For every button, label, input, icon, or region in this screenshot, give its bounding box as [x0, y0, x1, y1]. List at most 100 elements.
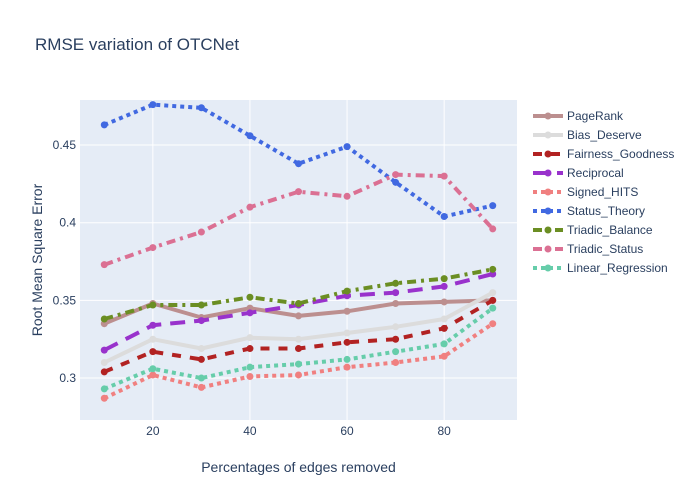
data-point-signed-hits: [100, 394, 108, 402]
data-point-triadic-status: [343, 192, 351, 200]
x-tick-labels: 20 40 60 80: [146, 424, 451, 438]
series-triadic-status: [100, 171, 497, 269]
legend-label: PageRank: [567, 109, 624, 123]
y-tick-label: 0.3: [59, 371, 76, 385]
legend-label: Triadic_Balance: [567, 223, 653, 237]
data-point-triadic-status: [246, 203, 254, 211]
data-point-signed-hits: [149, 371, 157, 379]
data-point-status-theory: [343, 143, 351, 151]
data-point-status-theory: [295, 160, 302, 168]
legend-item-fairness-goodness[interactable]: Fairness_Goodness: [533, 147, 674, 161]
data-point-fairness-goodness: [489, 296, 497, 304]
legend-item-pagerank[interactable]: PageRank: [533, 109, 624, 123]
data-point-triadic-status: [440, 172, 448, 180]
data-point-triadic-balance: [149, 301, 157, 309]
legend-label: Linear_Regression: [567, 261, 668, 275]
data-point-status-theory: [489, 202, 497, 210]
data-point-triadic-balance: [392, 279, 400, 287]
legend-item-triadic-status[interactable]: Triadic_Status: [533, 242, 643, 256]
data-point-fairness-goodness: [392, 335, 400, 343]
data-point-triadic-status: [197, 228, 205, 236]
legend-item-bias-deserve[interactable]: Bias_Deserve: [533, 128, 642, 142]
data-point-bias-deserve: [246, 334, 254, 342]
data-point-pagerank: [392, 299, 400, 307]
data-point-status-theory: [197, 104, 205, 112]
data-point-bias-deserve: [100, 359, 108, 367]
data-point-linear-regression: [392, 348, 400, 356]
data-point-signed-hits: [489, 320, 497, 328]
series-fairness-goodness: [100, 296, 497, 376]
legend-item-triadic-balance[interactable]: Triadic_Balance: [533, 223, 653, 237]
series-layer: [100, 101, 497, 402]
legend-swatch-marker: [544, 207, 552, 215]
data-point-triadic-balance: [197, 301, 205, 309]
data-point-reciprocal: [149, 321, 157, 329]
data-point-triadic-balance: [246, 293, 254, 301]
data-point-signed-hits: [246, 373, 254, 381]
series-bias-deserve: [100, 289, 497, 367]
data-point-bias-deserve: [197, 345, 205, 353]
legend-swatch-marker: [544, 131, 552, 139]
data-point-pagerank: [295, 312, 302, 320]
data-point-triadic-balance: [489, 265, 497, 273]
legend-swatch-marker: [544, 226, 552, 234]
data-point-fairness-goodness: [197, 355, 205, 363]
data-point-linear-regression: [295, 360, 302, 368]
data-point-fairness-goodness: [246, 345, 254, 353]
data-point-linear-regression: [489, 304, 497, 312]
data-point-linear-regression: [149, 365, 157, 373]
x-tick-label: 60: [340, 424, 354, 438]
legend-swatch-marker: [544, 150, 552, 158]
data-point-status-theory: [149, 101, 157, 109]
legend-swatch-marker: [544, 169, 552, 177]
legend-swatch-marker: [544, 188, 552, 196]
data-point-linear-regression: [440, 340, 448, 348]
y-tick-label: 0.35: [53, 293, 77, 307]
data-point-triadic-balance: [100, 315, 108, 323]
legend-item-signed-hits[interactable]: Signed_HITS: [533, 185, 638, 199]
data-point-status-theory: [246, 132, 254, 140]
y-tick-labels: 0.3 0.35 0.4 0.45: [53, 138, 77, 385]
series-status-theory: [100, 101, 497, 221]
x-tick-label: 80: [437, 424, 451, 438]
data-point-status-theory: [392, 178, 400, 186]
chart-title: RMSE variation of OTCNet: [35, 35, 239, 54]
legend-item-status-theory[interactable]: Status_Theory: [533, 204, 645, 218]
series-signed-hits: [100, 320, 497, 402]
legend-label: Fairness_Goodness: [567, 147, 674, 161]
y-tick-label: 0.4: [59, 216, 76, 230]
data-point-bias-deserve: [440, 315, 448, 323]
data-point-bias-deserve: [392, 323, 400, 331]
series-linear-regression: [100, 304, 497, 393]
legend-label: Triadic_Status: [567, 242, 643, 256]
data-point-reciprocal: [440, 282, 448, 290]
legend-label: Bias_Deserve: [567, 128, 642, 142]
data-point-triadic-status: [392, 171, 400, 179]
data-point-status-theory: [100, 121, 108, 129]
series-line-triadic-status: [103, 172, 495, 267]
legend-item-linear-regression[interactable]: Linear_Regression: [533, 261, 668, 275]
data-point-linear-regression: [343, 355, 351, 363]
data-point-triadic-status: [295, 188, 302, 196]
data-point-reciprocal: [100, 346, 108, 354]
data-point-triadic-balance: [295, 299, 302, 307]
legend-swatch-marker: [544, 264, 552, 272]
data-point-signed-hits: [343, 363, 351, 371]
legend-label: Status_Theory: [567, 204, 645, 218]
data-point-triadic-status: [149, 244, 157, 252]
data-point-signed-hits: [440, 352, 448, 360]
legend-item-reciprocal[interactable]: Reciprocal: [533, 166, 624, 180]
data-point-reciprocal: [197, 317, 205, 325]
legend-label: Signed_HITS: [567, 185, 638, 199]
data-point-bias-deserve: [343, 329, 351, 337]
data-point-fairness-goodness: [343, 338, 351, 346]
data-point-bias-deserve: [489, 289, 497, 297]
x-tick-label: 40: [243, 424, 257, 438]
data-point-bias-deserve: [295, 335, 302, 343]
data-point-linear-regression: [246, 363, 254, 371]
x-axis-label: Percentages of edges removed: [201, 459, 396, 475]
data-point-triadic-status: [100, 261, 108, 269]
data-point-status-theory: [440, 213, 448, 221]
data-point-fairness-goodness: [149, 348, 157, 356]
